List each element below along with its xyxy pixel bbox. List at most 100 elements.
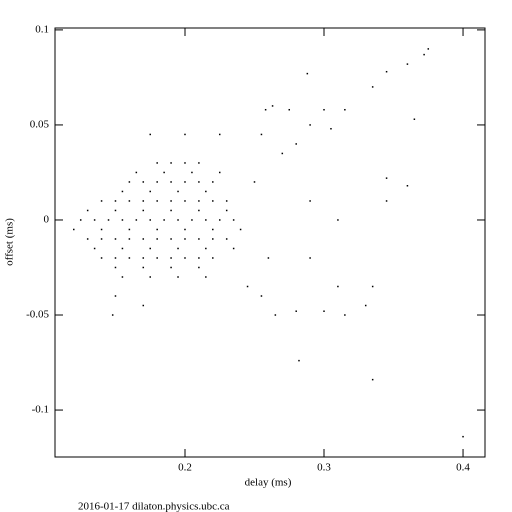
point — [73, 228, 75, 231]
point — [344, 314, 346, 316]
point — [288, 108, 291, 111]
point — [170, 200, 172, 202]
x-tick-label: 0.2 — [178, 462, 192, 474]
point — [100, 238, 103, 240]
y-tick-label: 0.05 — [30, 118, 50, 130]
point — [309, 124, 311, 126]
point — [198, 238, 200, 240]
point — [260, 133, 263, 136]
point — [462, 435, 464, 438]
point — [385, 177, 388, 179]
point — [323, 310, 325, 312]
point — [330, 127, 332, 130]
point — [198, 257, 200, 259]
point — [406, 185, 409, 187]
point — [149, 190, 151, 193]
point — [295, 143, 297, 145]
point — [170, 257, 172, 259]
y-axis-title: offset (ms) — [4, 218, 16, 266]
point — [170, 209, 172, 212]
point — [114, 266, 117, 269]
point — [128, 238, 131, 240]
point — [156, 200, 158, 202]
point — [253, 181, 256, 183]
y-tick-label: 0 — [44, 214, 50, 226]
point — [156, 257, 158, 259]
footer: 2016-01-17 dilaton.physics.ubc.ca — [78, 501, 230, 512]
point — [114, 257, 117, 259]
point — [371, 285, 374, 288]
point — [93, 219, 96, 221]
point — [163, 171, 165, 174]
point — [184, 257, 186, 259]
point — [239, 228, 242, 231]
point — [371, 378, 374, 381]
point — [100, 257, 103, 259]
point — [212, 238, 214, 240]
point — [111, 314, 114, 316]
point — [128, 228, 131, 231]
point — [337, 219, 339, 221]
point — [142, 200, 145, 202]
point — [184, 228, 186, 231]
point — [212, 200, 214, 202]
point — [184, 133, 186, 136]
point — [198, 209, 200, 212]
point — [177, 219, 179, 221]
point — [170, 181, 172, 183]
point — [177, 247, 179, 250]
point — [198, 200, 200, 202]
point — [142, 266, 145, 269]
point — [205, 219, 207, 221]
point — [309, 200, 311, 202]
point — [205, 247, 207, 250]
point — [163, 219, 165, 221]
point — [86, 238, 89, 240]
point — [121, 247, 124, 250]
point — [344, 108, 346, 111]
point — [267, 257, 270, 259]
point — [142, 304, 145, 307]
point — [198, 162, 200, 164]
point — [246, 285, 249, 288]
point — [427, 48, 430, 50]
point — [191, 171, 193, 174]
point — [156, 181, 158, 183]
point — [135, 219, 138, 221]
point — [225, 200, 228, 202]
point — [177, 190, 179, 193]
point — [100, 228, 103, 231]
point — [371, 86, 374, 88]
point — [337, 285, 339, 288]
point — [149, 276, 151, 278]
point — [205, 276, 207, 278]
point — [156, 162, 158, 164]
point — [281, 152, 284, 155]
point — [128, 257, 131, 259]
point — [385, 200, 388, 202]
point — [385, 70, 388, 73]
point — [198, 266, 200, 269]
point — [225, 238, 228, 240]
point — [107, 219, 110, 221]
point — [218, 133, 221, 136]
point — [423, 53, 425, 56]
point — [323, 108, 325, 111]
point — [142, 181, 145, 183]
x-tick-label: 0.3 — [317, 462, 331, 474]
point — [100, 200, 103, 202]
point — [142, 257, 145, 259]
point — [264, 108, 267, 111]
point — [114, 238, 117, 240]
point — [212, 181, 214, 183]
y-tick-label: 0.1 — [35, 23, 49, 35]
point — [184, 200, 186, 202]
point — [260, 295, 263, 297]
point — [184, 162, 186, 164]
point — [298, 359, 300, 362]
plot-frame — [54, 27, 486, 458]
point — [191, 219, 193, 221]
point — [149, 133, 151, 136]
point — [114, 209, 117, 212]
